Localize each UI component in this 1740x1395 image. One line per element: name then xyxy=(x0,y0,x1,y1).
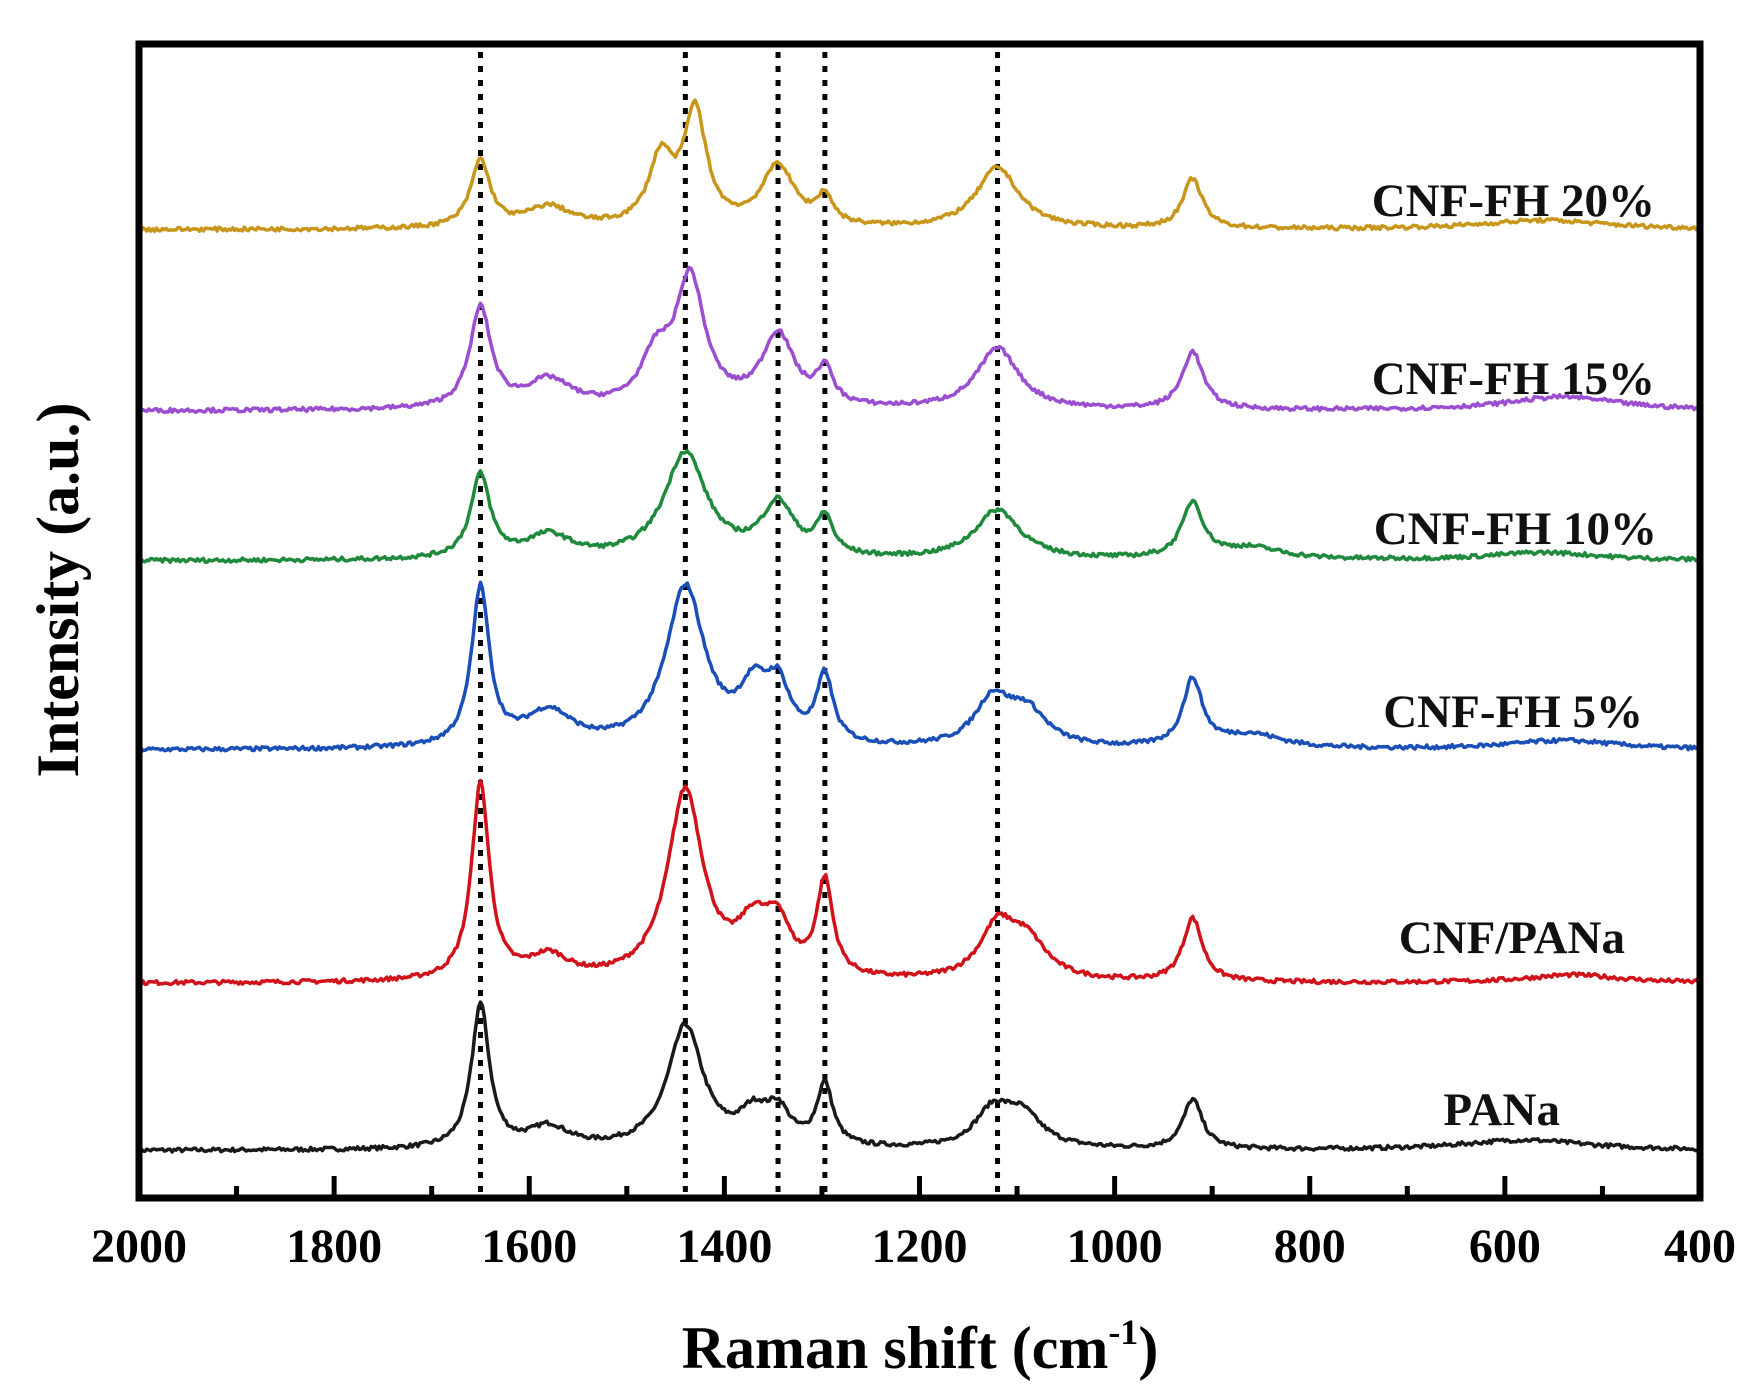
x-axis-title: Raman shift (cm-1) xyxy=(682,1312,1159,1381)
series-line-cnf-fh-15- xyxy=(138,265,1701,415)
x-axis-title-text: Raman shift (cm xyxy=(682,1315,1109,1381)
series-line-cnf-fh-10- xyxy=(137,449,1701,564)
series-label-cnf-fh-15: CNF-FH 15% xyxy=(1372,353,1655,405)
x-axis-title-superscript: -1 xyxy=(1108,1312,1138,1352)
series-label-cnf-fh-20: CNF-FH 20% xyxy=(1372,175,1655,227)
series-line-cnf-pana xyxy=(137,778,1701,987)
x-tick-labels: 2000 1800 1600 1400 1200 1000 800 600 400 xyxy=(91,1220,1736,1273)
x-tick-label: 2000 xyxy=(91,1220,187,1273)
x-tick-label: 800 xyxy=(1274,1220,1346,1273)
x-axis-title-close: ) xyxy=(1138,1315,1158,1381)
x-tick-label: 1000 xyxy=(1067,1220,1163,1273)
x-tick-label: 1800 xyxy=(286,1220,382,1273)
x-tick-label: 400 xyxy=(1664,1220,1736,1273)
series-label-cnf-pana: CNF/PANa xyxy=(1399,912,1625,964)
x-tick-label: 1200 xyxy=(872,1220,968,1273)
series-line-cnf-fh-20- xyxy=(137,98,1701,234)
series-line-cnf-fh-5- xyxy=(138,580,1701,753)
x-tick-label: 600 xyxy=(1469,1220,1541,1273)
y-axis-title: Intensity (a.u.) xyxy=(25,402,91,777)
traces xyxy=(137,98,1702,1154)
x-tick-label: 1400 xyxy=(676,1220,772,1273)
x-tick-label: 1600 xyxy=(481,1220,577,1273)
series-label-pana: PANa xyxy=(1443,1084,1560,1136)
series-line-pana xyxy=(137,1000,1702,1154)
x-ticks xyxy=(136,1176,1703,1198)
series-label-cnf-fh-5: CNF-FH 5% xyxy=(1383,686,1643,738)
series-label-cnf-fh-10: CNF-FH 10% xyxy=(1374,503,1657,555)
